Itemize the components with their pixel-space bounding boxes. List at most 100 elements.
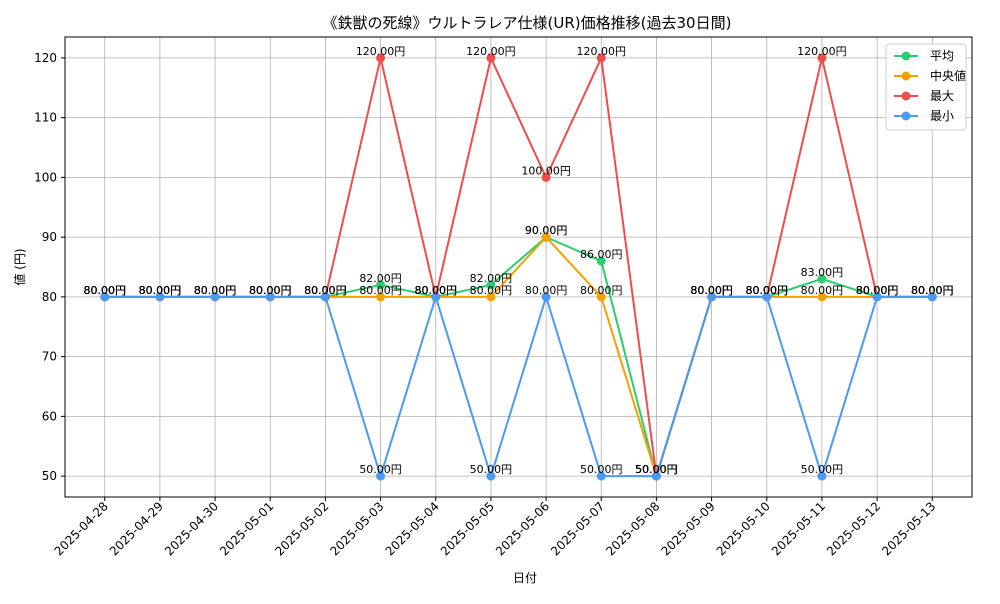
x-tick-label: 2025-05-03 xyxy=(327,499,386,558)
data-point xyxy=(541,292,551,302)
legend-swatch-marker xyxy=(901,51,911,61)
data-point xyxy=(541,172,551,182)
data-label: 100.00円 xyxy=(521,164,571,177)
data-point xyxy=(596,53,606,63)
series-lines xyxy=(100,53,937,481)
x-tick-label: 2025-05-07 xyxy=(548,499,607,558)
data-point xyxy=(376,292,386,302)
data-label: 80.00円 xyxy=(470,284,513,297)
data-label: 120.00円 xyxy=(356,45,406,58)
data-label: 50.00円 xyxy=(635,463,678,476)
data-point xyxy=(100,292,110,302)
data-label: 50.00円 xyxy=(635,463,678,476)
data-label: 80.00円 xyxy=(414,284,457,297)
data-label: 80.00円 xyxy=(139,284,182,297)
data-point xyxy=(596,292,606,302)
data-label: 80.00円 xyxy=(414,284,457,297)
data-point xyxy=(927,292,937,302)
data-point xyxy=(596,471,606,481)
y-tick-label: 80 xyxy=(42,290,57,304)
data-label: 80.00円 xyxy=(414,284,457,297)
data-label: 86.00円 xyxy=(580,248,623,261)
data-label: 80.00円 xyxy=(525,284,568,297)
grid-lines xyxy=(65,37,972,497)
x-tick-label: 2025-05-10 xyxy=(714,499,773,558)
data-point xyxy=(265,292,275,302)
x-tick-label: 2025-05-08 xyxy=(603,499,662,558)
data-labels: 80.00円 80.00円 80.00円 80.00円 80.00円82.00円80.0… xyxy=(83,45,953,476)
x-tick-label: 2025-05-01 xyxy=(217,499,276,558)
data-label: 80.00円 xyxy=(249,284,292,297)
data-label: 80.00円 xyxy=(139,284,182,297)
data-label: 80.00円 xyxy=(746,284,789,297)
data-label: 80.00円 xyxy=(690,284,733,297)
data-label: 80.00円 xyxy=(856,284,899,297)
data-point xyxy=(817,274,827,284)
data-label: 80.00円 xyxy=(580,284,623,297)
data-label: 50.00円 xyxy=(470,463,513,476)
y-tick-label: 70 xyxy=(42,350,57,364)
data-label: 50.00円 xyxy=(635,463,678,476)
data-label: 80.00円 xyxy=(359,284,402,297)
data-label: 80.00円 xyxy=(304,284,347,297)
data-label: 80.00円 xyxy=(911,284,954,297)
data-point xyxy=(376,471,386,481)
x-tick-label: 2025-04-29 xyxy=(107,499,166,558)
x-tick-label: 2025-05-06 xyxy=(493,499,552,558)
data-label: 80.00円 xyxy=(83,284,126,297)
data-label: 80.00円 xyxy=(690,284,733,297)
data-label: 80.00円 xyxy=(304,284,347,297)
chart-title: 《鉄獣の死線》ウルトラレア仕様(UR)価格推移(過去30日間) xyxy=(323,14,732,32)
data-label: 80.00円 xyxy=(194,284,237,297)
data-point xyxy=(651,471,661,481)
data-label: 80.00円 xyxy=(249,284,292,297)
legend-box xyxy=(885,43,967,131)
x-tick-label: 2025-05-13 xyxy=(879,499,938,558)
legend-label: 平均 xyxy=(930,49,954,63)
x-tick-label: 2025-04-30 xyxy=(162,499,221,558)
data-label: 120.00円 xyxy=(466,45,516,58)
data-label: 80.00円 xyxy=(856,284,899,297)
data-label: 80.00円 xyxy=(911,284,954,297)
data-label: 80.00円 xyxy=(690,284,733,297)
data-label: 120.00円 xyxy=(577,45,627,58)
y-axis-ticks: 50 60 70 80 90 100 110 120 xyxy=(34,51,65,483)
data-point xyxy=(817,471,827,481)
x-tick-label: 2025-05-02 xyxy=(272,499,331,558)
data-label: 80.00円 xyxy=(414,284,457,297)
data-label: 80.00円 xyxy=(194,284,237,297)
data-point xyxy=(376,53,386,63)
data-point xyxy=(155,292,165,302)
x-tick-label: 2025-05-09 xyxy=(658,499,717,558)
data-label: 80.00円 xyxy=(139,284,182,297)
x-tick-label: 2025-04-28 xyxy=(52,499,111,558)
data-label: 80.00円 xyxy=(911,284,954,297)
data-point xyxy=(486,53,496,63)
y-tick-label: 110 xyxy=(34,111,57,125)
data-point xyxy=(376,280,386,290)
data-point xyxy=(210,292,220,302)
data-point xyxy=(707,292,717,302)
y-tick-label: 100 xyxy=(34,170,57,184)
data-label: 50.00円 xyxy=(801,463,844,476)
x-tick-label: 2025-05-12 xyxy=(824,499,883,558)
data-label: 50.00円 xyxy=(580,463,623,476)
data-label: 80.00円 xyxy=(746,284,789,297)
y-axis-label: 値 (円) xyxy=(12,248,27,285)
y-tick-label: 120 xyxy=(34,51,57,65)
data-point xyxy=(431,292,441,302)
data-label: 82.00円 xyxy=(359,272,402,285)
data-label: 80.00円 xyxy=(911,284,954,297)
x-tick-label: 2025-05-05 xyxy=(438,499,497,558)
data-label: 120.00円 xyxy=(797,45,847,58)
data-label: 90.00円 xyxy=(525,224,568,237)
data-point xyxy=(872,292,882,302)
data-label: 80.00円 xyxy=(249,284,292,297)
data-label: 50.00円 xyxy=(635,463,678,476)
data-label: 50.00円 xyxy=(359,463,402,476)
data-label: 80.00円 xyxy=(194,284,237,297)
data-label: 80.00円 xyxy=(249,284,292,297)
data-label: 82.00円 xyxy=(470,272,513,285)
